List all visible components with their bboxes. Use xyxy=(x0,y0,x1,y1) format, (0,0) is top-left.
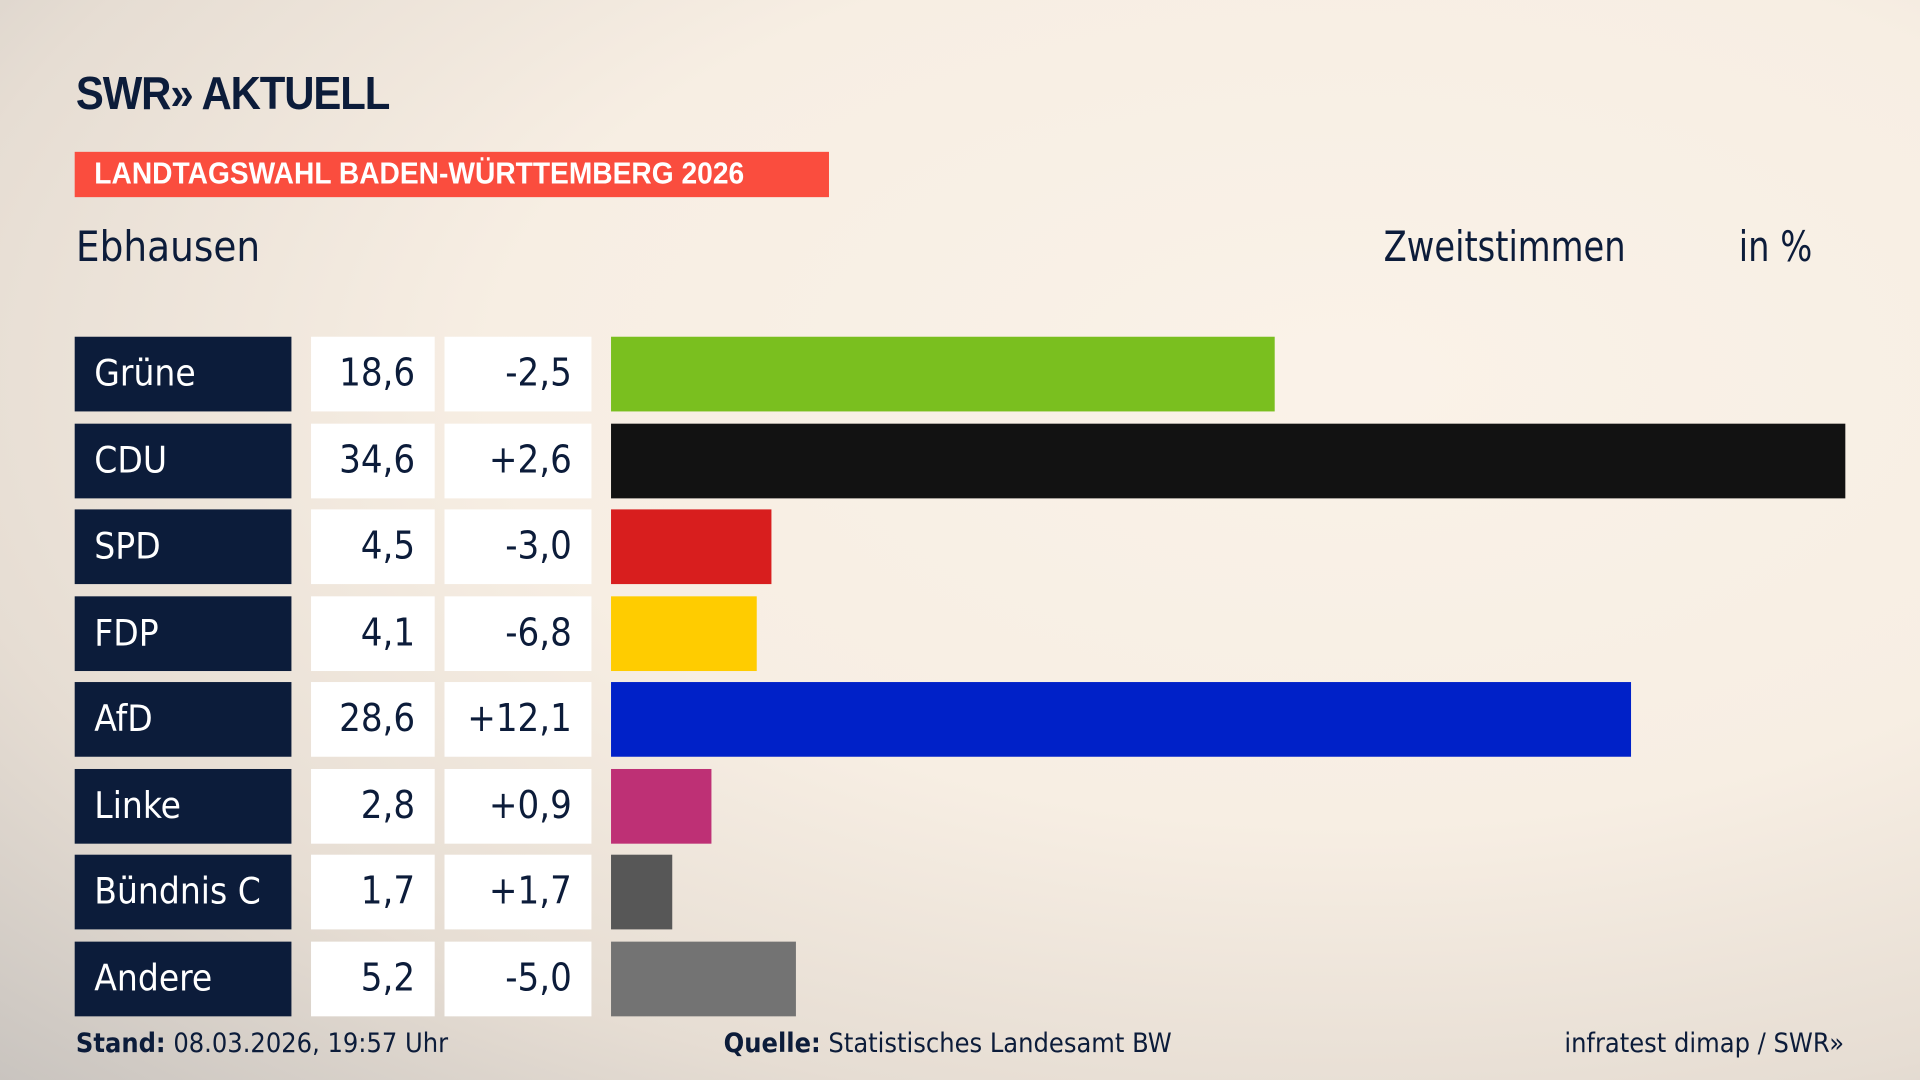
party-value: 4,5 xyxy=(311,509,435,585)
party-value: 2,8 xyxy=(311,768,435,844)
place-title: Ebhausen xyxy=(75,222,261,272)
party-row: Linke 2,8 +0,9 xyxy=(0,768,1920,844)
measure-label: Zweitstimmen xyxy=(1383,222,1626,272)
party-bar xyxy=(611,336,1275,412)
party-name: Grüne xyxy=(74,336,292,412)
party-row: AfD 28,6 +12,1 xyxy=(0,682,1920,757)
party-diff: -6,8 xyxy=(444,595,592,671)
party-diff: +0,9 xyxy=(444,768,592,844)
party-row: Bündnis C 1,7 +1,7 xyxy=(0,854,1920,930)
party-value: 4,1 xyxy=(311,595,435,671)
election-banner: LANDTAGSWAHL BADEN-WÜRTTEMBERG 2026 xyxy=(74,151,829,198)
party-row: Andere 5,2 -5,0 xyxy=(0,941,1920,1016)
quelle-label: Quelle: xyxy=(723,1028,821,1060)
party-value: 34,6 xyxy=(311,423,435,498)
party-diff: -2,5 xyxy=(444,336,592,412)
party-bar xyxy=(611,768,711,844)
party-name: FDP xyxy=(74,595,292,671)
party-bar xyxy=(611,682,1632,757)
party-row: Grüne 18,6 -2,5 xyxy=(0,336,1920,412)
party-value: 28,6 xyxy=(311,682,435,757)
party-row: SPD 4,5 -3,0 xyxy=(0,509,1920,585)
party-bar xyxy=(611,941,797,1016)
party-name: Bündnis C xyxy=(74,854,292,930)
party-value: 5,2 xyxy=(311,941,435,1016)
party-row: CDU 34,6 +2,6 xyxy=(0,423,1920,498)
party-bar xyxy=(611,423,1846,498)
party-name: AfD xyxy=(74,682,292,757)
stand-label: Stand: xyxy=(75,1028,166,1060)
quelle-value: Statistisches Landesamt BW xyxy=(828,1028,1172,1060)
party-diff: +12,1 xyxy=(444,682,592,757)
party-name: CDU xyxy=(74,423,292,498)
timestamp: Stand: 08.03.2026, 19:57 Uhr xyxy=(76,1029,448,1060)
party-name: SPD xyxy=(74,509,292,585)
party-diff: +1,7 xyxy=(444,854,592,930)
party-bar xyxy=(611,854,672,930)
party-value: 1,7 xyxy=(311,854,435,930)
party-bar xyxy=(611,509,772,585)
party-value: 18,6 xyxy=(311,336,435,412)
party-diff: -3,0 xyxy=(444,509,592,585)
unit-label: in % xyxy=(1738,222,1813,272)
source: Quelle: Statistisches Landesamt BW xyxy=(724,1029,1172,1060)
stand-value: 08.03.2026, 19:57 Uhr xyxy=(173,1028,449,1060)
credit: infratest dimap / SWR» xyxy=(1564,1028,1845,1060)
party-name: Andere xyxy=(74,941,292,1016)
banner-text: LANDTAGSWAHL BADEN-WÜRTTEMBERG 2026 xyxy=(94,156,745,192)
swr-aktuell-logo: SWR» AKTUELL xyxy=(75,68,390,121)
party-name: Linke xyxy=(74,768,292,844)
party-row: FDP 4,1 -6,8 xyxy=(0,595,1920,671)
party-diff: -5,0 xyxy=(444,941,592,1016)
party-diff: +2,6 xyxy=(444,423,592,498)
party-bar xyxy=(611,595,758,671)
